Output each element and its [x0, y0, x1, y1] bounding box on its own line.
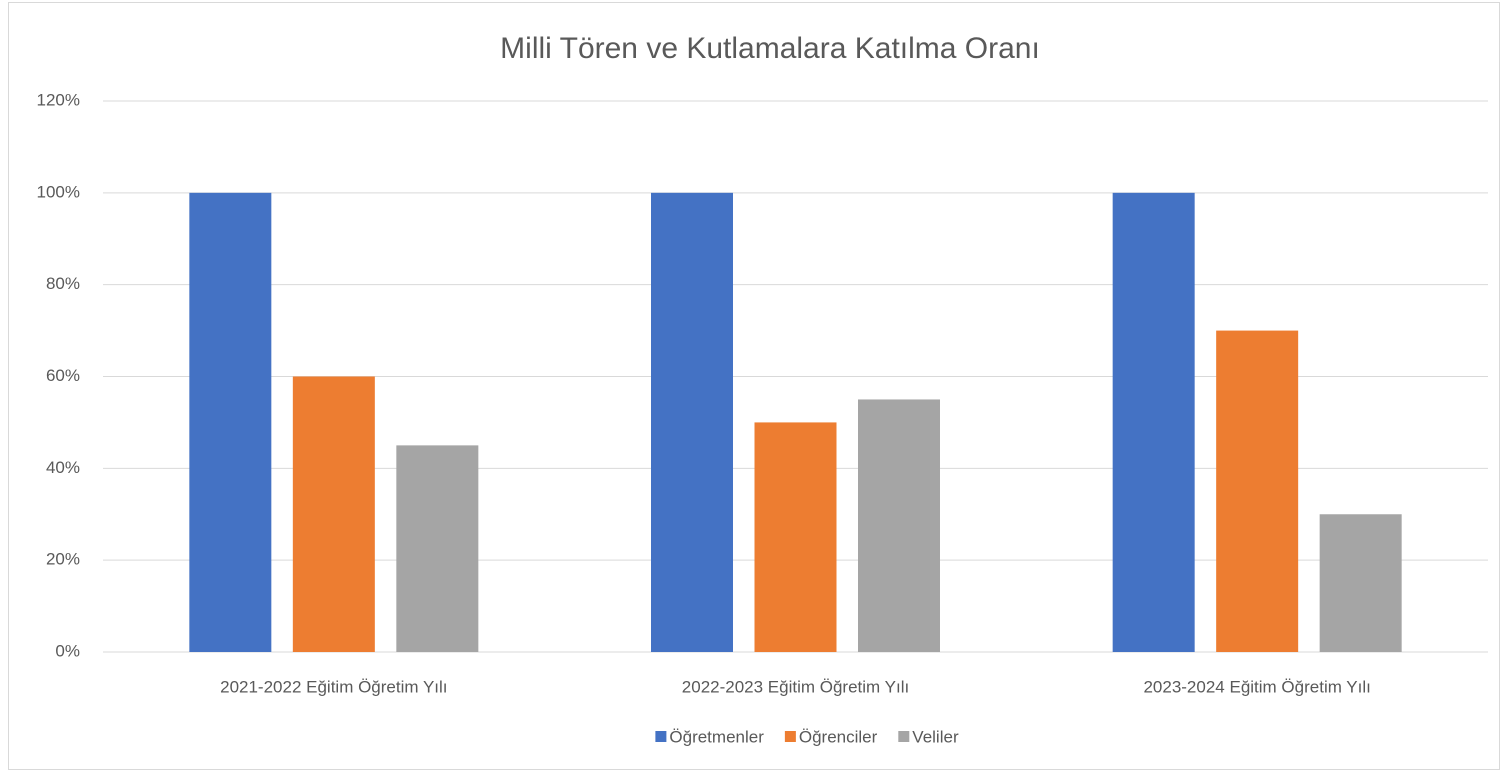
bar — [1112, 192, 1195, 653]
y-tick-label: 0% — [55, 641, 80, 660]
bar — [858, 399, 940, 652]
y-tick-label: 80% — [46, 274, 80, 293]
x-tick-label: 2022-2023 Eğitim Öğretim Yılı — [682, 677, 909, 696]
bar — [189, 192, 272, 653]
y-tick-label: 40% — [46, 458, 80, 477]
bar — [1216, 330, 1299, 652]
bar — [651, 192, 733, 653]
bar — [1319, 514, 1402, 652]
y-tick-label: 100% — [37, 182, 80, 201]
chart-title: Milli Tören ve Kutlamalara Katılma Oranı — [500, 32, 1040, 65]
x-tick-label: 2021-2022 Eğitim Öğretim Yılı — [220, 677, 447, 696]
legend-label: Öğrenciler — [799, 727, 878, 746]
y-tick-label: 120% — [37, 90, 80, 109]
legend-swatch — [655, 731, 667, 742]
legend-label: Öğretmenler — [669, 727, 764, 746]
x-tick-label: 2023-2024 Eğitim Öğretim Yılı — [1143, 677, 1370, 696]
bar — [754, 422, 837, 652]
y-tick-label: 60% — [46, 366, 80, 385]
bar — [292, 376, 375, 652]
y-tick-label: 20% — [46, 550, 80, 569]
legend-label: Veliler — [912, 727, 959, 746]
legend-swatch — [784, 731, 796, 742]
bar — [396, 445, 479, 652]
legend-swatch — [898, 731, 910, 742]
